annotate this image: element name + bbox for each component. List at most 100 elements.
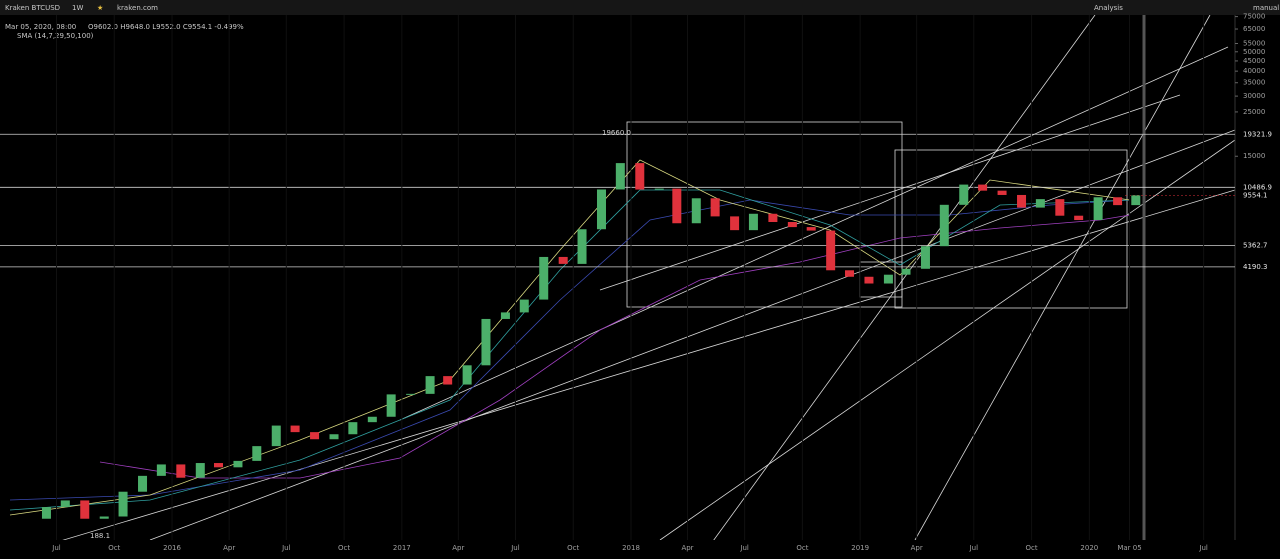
legend-datetime: Mar 05, 2020, 08:00	[5, 23, 76, 31]
y-tick-label: 75000	[1243, 13, 1265, 21]
indicators	[9, 159, 1131, 516]
level-label: 19321.9	[1243, 130, 1272, 138]
level-label: 4190.3	[1243, 263, 1268, 271]
trend-line	[599, 94, 1181, 291]
candle-body	[920, 246, 930, 269]
trend-line	[0, 189, 1236, 559]
range-box	[626, 121, 903, 308]
candle-body	[806, 227, 816, 231]
candle-body	[213, 463, 223, 468]
x-tick-label: Oct	[567, 544, 579, 552]
candle-body	[176, 464, 186, 478]
candle-body	[691, 198, 701, 224]
range-box	[894, 149, 1128, 309]
candle-body	[615, 163, 625, 190]
candle-body	[195, 463, 205, 478]
y-tick-label: 40000	[1243, 67, 1265, 75]
candle-body	[768, 213, 778, 223]
analysis-button[interactable]: Analysis	[1094, 4, 1123, 12]
x-tick-label: Jul	[281, 544, 291, 552]
candle-body	[462, 365, 472, 385]
x-tick-label: 2020	[1080, 544, 1098, 552]
candle-body	[901, 268, 911, 275]
last-price-label: 9554.1	[1243, 191, 1268, 199]
candle-body	[864, 276, 874, 284]
x-tick-label: 2017	[393, 544, 411, 552]
sma-line	[9, 189, 1131, 511]
candle-body	[539, 256, 549, 300]
candle-body	[787, 222, 797, 228]
trend-line	[914, 14, 1211, 541]
candle-body	[1093, 197, 1103, 221]
candle-body	[138, 475, 148, 492]
candle-body	[1074, 215, 1084, 221]
mode-button[interactable]: manual	[1253, 4, 1279, 12]
toolbar	[0, 0, 1280, 15]
sma-line	[9, 199, 1131, 501]
favorite-icon[interactable]: ★	[97, 4, 103, 12]
candle-body	[367, 416, 377, 423]
legend-indicator: SMA (14,7,29,50,100)	[17, 32, 94, 40]
y-tick-label: 15000	[1243, 152, 1265, 160]
x-tick-label: Apr	[681, 544, 693, 552]
interval-button[interactable]: 1W	[72, 4, 83, 12]
candle-body	[348, 422, 358, 435]
candle-body	[577, 229, 587, 264]
candle-body	[443, 376, 453, 385]
candle-body	[826, 230, 836, 271]
x-tick-label: Oct	[1026, 544, 1038, 552]
y-tick-label: 25000	[1243, 108, 1265, 116]
candle-body	[519, 299, 529, 313]
source-link[interactable]: kraken.com	[117, 4, 158, 12]
y-tick-label: 65000	[1243, 25, 1265, 33]
candle-body	[1055, 199, 1065, 216]
candle-body	[1113, 197, 1123, 206]
trend-line	[399, 46, 1229, 421]
candle-body	[883, 274, 893, 284]
x-tick-label: Jul	[1198, 544, 1208, 552]
y-tick-label: 50000	[1243, 48, 1265, 56]
candle-body	[959, 184, 969, 205]
trend-line	[659, 139, 1236, 541]
y-tick-label: 30000	[1243, 92, 1265, 100]
candle-body	[654, 188, 664, 190]
price-axis	[1235, 15, 1280, 540]
x-tick-label: Oct	[338, 544, 350, 552]
x-tick-label: 2019	[851, 544, 869, 552]
candle-body	[596, 189, 606, 230]
candle-body	[1017, 194, 1027, 208]
candle-body	[233, 460, 243, 468]
legend-ohlc: O9602.0 H9648.0 L9552.0 C9554.1 -0.499%	[88, 23, 244, 31]
level-label: 5362.7	[1243, 241, 1268, 249]
candle-body	[844, 270, 854, 277]
candle-body	[425, 376, 435, 394]
x-tick-label: Apr	[223, 544, 235, 552]
x-tick-label: Apr	[452, 544, 464, 552]
level-label: 10486.9	[1243, 183, 1272, 191]
candle-body	[80, 500, 90, 519]
candle-body	[310, 432, 320, 440]
candle-body	[481, 318, 491, 366]
sma-line	[99, 214, 1131, 479]
candle-body	[290, 425, 300, 433]
x-tick-label: 2018	[622, 544, 640, 552]
x-tick-label: Apr	[911, 544, 923, 552]
candle-body	[939, 204, 949, 247]
candle-body	[156, 464, 166, 476]
candle-body	[329, 434, 339, 440]
candle-body	[99, 516, 109, 519]
x-tick-label: Jul	[739, 544, 749, 552]
trend-line	[699, 14, 1096, 559]
candle-body	[500, 312, 510, 319]
symbol-button[interactable]: Kraken BTCUSD	[5, 4, 60, 12]
candle-body	[635, 163, 645, 190]
candle-body	[978, 184, 988, 191]
candle-body	[730, 216, 740, 231]
candle-body	[710, 198, 720, 217]
candle-body	[271, 425, 281, 447]
x-tick-label: Mar 05	[1117, 544, 1141, 552]
candle-body	[1035, 199, 1045, 208]
sma-line	[9, 159, 1131, 516]
